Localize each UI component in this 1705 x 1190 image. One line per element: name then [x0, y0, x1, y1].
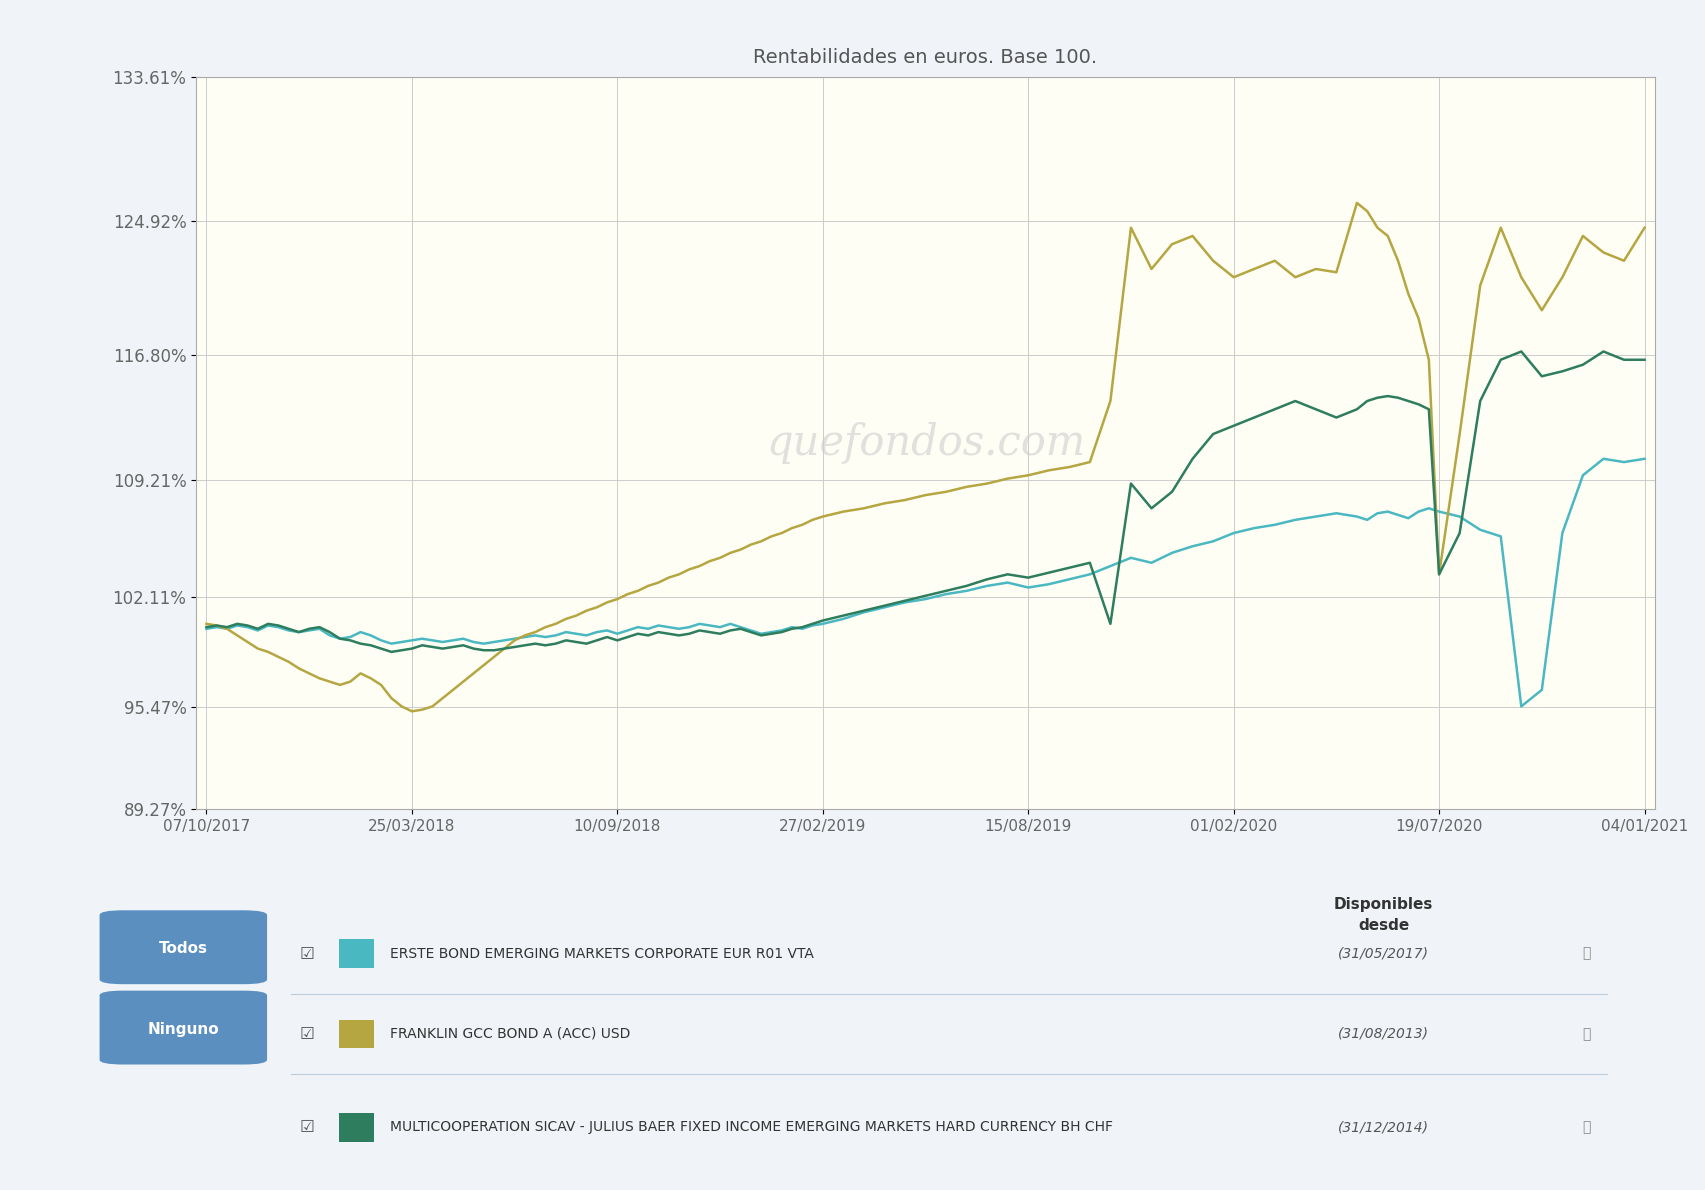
- Text: Todos: Todos: [159, 941, 208, 957]
- Title: Rentabilidades en euros. Base 100.: Rentabilidades en euros. Base 100.: [754, 49, 1096, 68]
- Text: 📋: 📋: [1581, 1027, 1589, 1041]
- Bar: [339, 1020, 373, 1048]
- Text: ERSTE BOND EMERGING MARKETS CORPORATE EUR R01 VTA: ERSTE BOND EMERGING MARKETS CORPORATE EU…: [390, 947, 813, 960]
- Text: quefondos.com: quefondos.com: [766, 422, 1084, 464]
- Text: (31/12/2014): (31/12/2014): [1337, 1120, 1429, 1134]
- Text: FRANKLIN GCC BOND A (ACC) USD: FRANKLIN GCC BOND A (ACC) USD: [390, 1027, 629, 1041]
- Text: ☑: ☑: [300, 945, 314, 963]
- Text: 📋: 📋: [1581, 947, 1589, 960]
- Text: 📋: 📋: [1581, 1120, 1589, 1134]
- FancyBboxPatch shape: [99, 910, 268, 984]
- Text: ☑: ☑: [300, 1119, 314, 1136]
- Text: MULTICOOPERATION SICAV - JULIUS BAER FIXED INCOME EMERGING MARKETS HARD CURRENCY: MULTICOOPERATION SICAV - JULIUS BAER FIX…: [390, 1120, 1112, 1134]
- Bar: [339, 939, 373, 969]
- FancyBboxPatch shape: [99, 990, 268, 1065]
- Text: Disponibles
desde: Disponibles desde: [1333, 897, 1432, 933]
- Text: (31/08/2013): (31/08/2013): [1337, 1027, 1429, 1041]
- Text: (31/05/2017): (31/05/2017): [1337, 947, 1429, 960]
- Bar: [339, 1113, 373, 1141]
- Text: ☑: ☑: [300, 1025, 314, 1042]
- Text: Ninguno: Ninguno: [147, 1022, 218, 1036]
